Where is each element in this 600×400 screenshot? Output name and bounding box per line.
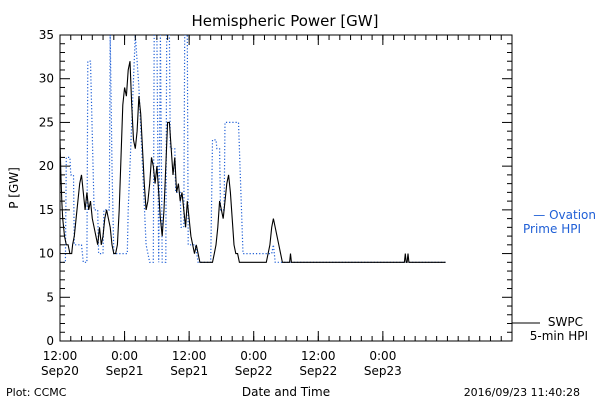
legend-ovation: — Ovation Prime HPI bbox=[523, 208, 596, 236]
x-tick-label-time: 0:00 bbox=[369, 349, 396, 363]
y-axis-label: P [GW] bbox=[7, 167, 21, 209]
x-tick-label-time: 12:00 bbox=[172, 349, 207, 363]
legend-ovation-line1: — Ovation bbox=[533, 208, 596, 222]
x-axis-label: Date and Time bbox=[242, 385, 330, 399]
x-tick-label-time: 0:00 bbox=[240, 349, 267, 363]
y-tick-label: 20 bbox=[39, 159, 54, 173]
legend-swpc: SWPC 5-min HPI bbox=[512, 315, 588, 343]
x-tick-label-time: 12:00 bbox=[301, 349, 336, 363]
x-tick-label-date: Sep22 bbox=[299, 364, 337, 378]
x-tick-label-time: 0:00 bbox=[111, 349, 138, 363]
legend-swpc-line1: SWPC bbox=[548, 315, 583, 329]
footer-timestamp: 2016/09/23 11:40:28 bbox=[464, 386, 580, 399]
y-tick-label: 10 bbox=[39, 247, 54, 261]
series-swpc-5min-hpi bbox=[60, 61, 446, 263]
y-tick-label: 25 bbox=[39, 115, 54, 129]
x-tick-label-date: Sep21 bbox=[170, 364, 208, 378]
x-tick-label-date: Sep20 bbox=[41, 364, 79, 378]
y-tick-label: 0 bbox=[46, 334, 54, 348]
y-tick-label: 30 bbox=[39, 72, 54, 86]
series-ovation-prime-hpi bbox=[60, 35, 446, 263]
y-tick-label: 5 bbox=[46, 290, 54, 304]
chart-title: Hemispheric Power [GW] bbox=[192, 12, 379, 30]
legend-swpc-line2: 5-min HPI bbox=[530, 329, 588, 343]
legend-ovation-line2: Prime HPI bbox=[523, 222, 581, 236]
x-tick-label-time: 12:00 bbox=[43, 349, 78, 363]
x-tick-label-date: Sep22 bbox=[235, 364, 273, 378]
y-tick-label: 15 bbox=[39, 203, 54, 217]
x-tick-label-date: Sep23 bbox=[364, 364, 402, 378]
footer-credit: Plot: CCMC bbox=[6, 386, 67, 399]
y-tick-label: 35 bbox=[39, 28, 54, 42]
x-tick-label-date: Sep21 bbox=[106, 364, 144, 378]
